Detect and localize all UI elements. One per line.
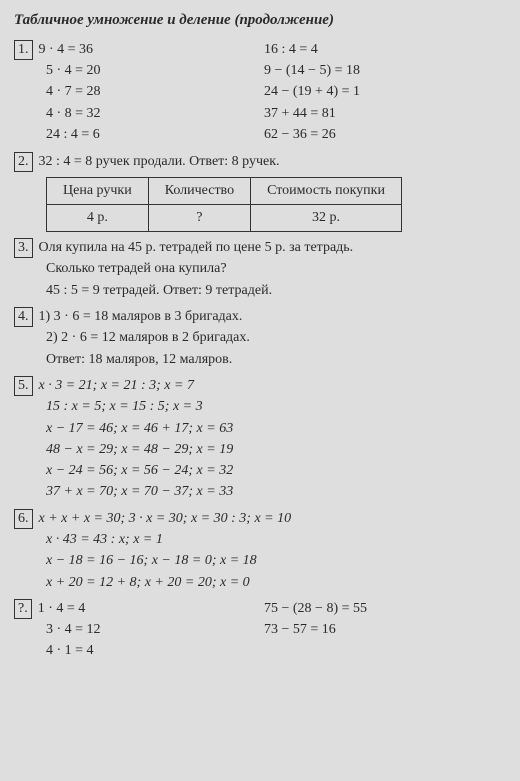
problem-3: 3. Оля купила на 45 р. тетрадей по цене 5…: [14, 238, 506, 301]
eq: 4 · 7 = 28: [14, 82, 264, 102]
text: Сколько тетрадей она купила?: [14, 259, 506, 279]
td: 32 р.: [251, 204, 402, 231]
problem-q: ?. 1 · 4 = 4 3 · 4 = 12 4 · 1 = 4 75 − (2…: [14, 599, 506, 663]
eq: 9 · 4 = 36: [39, 42, 94, 57]
eq: 16 : 4 = 4: [264, 40, 506, 60]
problem-number: 2.: [14, 152, 33, 172]
eq: 24 : 4 = 6: [14, 125, 264, 145]
problem-number: 6.: [14, 509, 33, 529]
problem-number: 4.: [14, 307, 33, 327]
problem-number: ?.: [14, 599, 32, 619]
td: ?: [148, 204, 250, 231]
text: Ответ: 18 маляров, 12 маляров.: [14, 350, 506, 370]
problem-6: 6. x + x + x = 30; 3 · x = 30; x = 30 : 3…: [14, 509, 506, 593]
text: 2) 2 · 6 = 12 маляров в 2 бригадах.: [14, 328, 506, 348]
text: 32 : 4 = 8 ручек продали. Ответ: 8 ручек…: [39, 154, 280, 169]
page-title: Табличное умножение и деление (продолжен…: [14, 10, 506, 32]
eq: 37 + x = 70; x = 70 − 37; x = 33: [14, 482, 506, 502]
eq: 4 · 1 = 4: [14, 641, 264, 661]
eq: 62 − 36 = 26: [264, 125, 506, 145]
eq: 9 − (14 − 5) = 18: [264, 61, 506, 81]
eq: x · 43 = 43 : x; x = 1: [14, 530, 506, 550]
eq: 73 − 57 = 16: [264, 620, 506, 640]
eq: 4 · 8 = 32: [14, 104, 264, 124]
problem-number: 5.: [14, 376, 33, 396]
eq: 5 · 4 = 20: [14, 61, 264, 81]
text: 1) 3 · 6 = 18 маляров в 3 бригадах.: [39, 309, 243, 324]
problem-number: 1.: [14, 40, 33, 60]
eq: 1 · 4 = 4: [38, 601, 86, 616]
td: 4 р.: [47, 204, 149, 231]
problem-2: 2. 32 : 4 = 8 ручек продали. Ответ: 8 руч…: [14, 152, 506, 232]
eq: 75 − (28 − 8) = 55: [264, 599, 506, 619]
problem-5: 5. x · 3 = 21; x = 21 : 3; x = 7 15 : x =…: [14, 376, 506, 503]
eq: x − 17 = 46; x = 46 + 17; x = 63: [14, 419, 506, 439]
eq: 15 : x = 5; x = 15 : 5; x = 3: [14, 397, 506, 417]
problem-number: 3.: [14, 238, 33, 258]
text: Оля купила на 45 р. тетрадей по цене 5 р…: [39, 240, 354, 255]
th: Стоимость покупки: [251, 177, 402, 204]
th: Цена ручки: [47, 177, 149, 204]
problem-1: 1. 9 · 4 = 36 5 · 4 = 20 4 · 7 = 28 4 · 8…: [14, 40, 506, 146]
eq: x + x + x = 30; 3 · x = 30; x = 30 : 3; …: [39, 511, 292, 526]
eq: 37 + 44 = 81: [264, 104, 506, 124]
th: Количество: [148, 177, 250, 204]
eq: x − 18 = 16 − 16; x − 18 = 0; x = 18: [14, 551, 506, 571]
eq: x · 3 = 21; x = 21 : 3; x = 7: [39, 378, 194, 393]
price-table: Цена ручки Количество Стоимость покупки …: [46, 177, 402, 233]
text: 45 : 5 = 9 тетрадей. Ответ: 9 тетрадей.: [14, 281, 506, 301]
eq: 3 · 4 = 12: [14, 620, 264, 640]
eq: x + 20 = 12 + 8; x + 20 = 20; x = 0: [14, 573, 506, 593]
eq: x − 24 = 56; x = 56 − 24; x = 32: [14, 461, 506, 481]
eq: 24 − (19 + 4) = 1: [264, 82, 506, 102]
problem-4: 4. 1) 3 · 6 = 18 маляров в 3 бригадах. 2)…: [14, 307, 506, 370]
eq: 48 − x = 29; x = 48 − 29; x = 19: [14, 440, 506, 460]
